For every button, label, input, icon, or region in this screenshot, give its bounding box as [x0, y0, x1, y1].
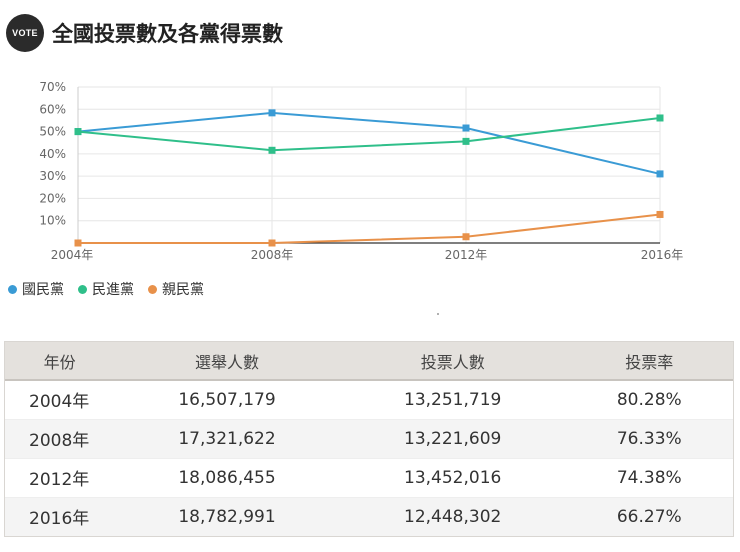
cell-year: 2012年: [5, 457, 115, 497]
turnout-table-wrapper: 年份 選舉人數 投票人數 投票率 2004年 16,507,179 13,251…: [4, 341, 734, 537]
chart-legend: 國民黨 民進黨 親民黨: [8, 279, 218, 299]
legend-label: 國民黨: [22, 282, 64, 298]
cell-voters: 13,221,609: [339, 418, 566, 458]
data-point: [462, 233, 470, 241]
data-point: [462, 124, 470, 132]
line-chart: 10% 20% 30% 40% 50% 60% 70% 2004年 2008年 2012年 2016…: [39, 80, 684, 262]
data-point: [656, 210, 664, 218]
data-point: [656, 170, 664, 178]
x-tick-label: 2012年: [445, 248, 488, 262]
data-point: [656, 114, 664, 122]
table-row: 2016年 18,782,991 12,448,302 66.27%: [5, 496, 733, 536]
data-point: [462, 137, 470, 145]
cell-turnout: 80.28%: [565, 379, 733, 419]
vote-badge-icon: VOTE: [6, 14, 44, 52]
cell-electorate: 16,507,179: [114, 379, 340, 419]
legend-label: 親民黨: [162, 282, 204, 298]
data-point: [268, 239, 276, 247]
cell-year: 2004年: [5, 379, 115, 419]
header: VOTE 全國投票數及各黨得票數: [6, 14, 283, 52]
y-tick-label: 20%: [39, 191, 66, 205]
cell-voters: 13,251,719: [339, 379, 566, 419]
table-row: 2004年 16,507,179 13,251,719 80.28%: [5, 379, 733, 419]
legend-item-dpp[interactable]: 民進黨: [78, 279, 134, 299]
cell-electorate: 18,086,455: [114, 457, 340, 497]
stray-dot: [437, 313, 439, 315]
page-title: 全國投票數及各黨得票數: [52, 22, 283, 46]
data-point: [74, 239, 82, 247]
y-tick-label: 50%: [39, 125, 66, 139]
series-line-1: [77, 116, 661, 152]
series-line-2: [78, 213, 661, 244]
cell-voters: 13,452,016: [339, 457, 566, 497]
column-header-electorate: 選舉人數: [195, 352, 260, 372]
x-tick-label: 2016年: [641, 248, 684, 262]
legend-dot-icon: [78, 284, 87, 294]
cell-turnout: 76.33%: [565, 418, 733, 458]
legend-item-kmt[interactable]: 國民黨: [8, 279, 64, 299]
y-tick-label: 30%: [39, 169, 66, 183]
table-header-row: 年份 選舉人數 投票人數 投票率: [5, 342, 733, 380]
legend-label: 民進黨: [92, 282, 134, 298]
data-point: [268, 109, 276, 117]
column-header-turnout: 投票率: [625, 352, 674, 372]
cell-turnout: 74.38%: [565, 457, 733, 497]
y-tick-label: 10%: [39, 214, 66, 228]
cell-electorate: 17,321,622: [114, 418, 340, 458]
column-header-voters: 投票人數: [420, 352, 485, 372]
table-row: 2008年 17,321,622 13,221,609 76.33%: [5, 418, 733, 458]
legend-dot-icon: [148, 284, 157, 294]
x-tick-label: 2008年: [251, 248, 294, 262]
legend-item-pfp[interactable]: 親民黨: [148, 279, 204, 299]
cell-voters: 12,448,302: [339, 496, 566, 536]
turnout-table: 年份 選舉人數 投票人數 投票率 2004年 16,507,179 13,251…: [5, 342, 733, 536]
cell-electorate: 18,782,991: [114, 496, 340, 536]
cell-year: 2008年: [5, 418, 115, 458]
cell-year: 2016年: [5, 496, 115, 536]
y-tick-label: 70%: [39, 80, 66, 94]
cell-turnout: 66.27%: [565, 496, 733, 536]
column-header-year: 年份: [43, 352, 76, 372]
series-line-0: [77, 111, 661, 175]
data-point: [268, 146, 276, 154]
data-point: [74, 128, 82, 136]
table-row: 2012年 18,086,455 13,452,016 74.38%: [5, 457, 733, 497]
x-tick-label: 2004年: [51, 248, 94, 262]
y-tick-label: 40%: [39, 147, 66, 161]
y-tick-label: 60%: [39, 102, 66, 116]
legend-dot-icon: [8, 284, 17, 294]
